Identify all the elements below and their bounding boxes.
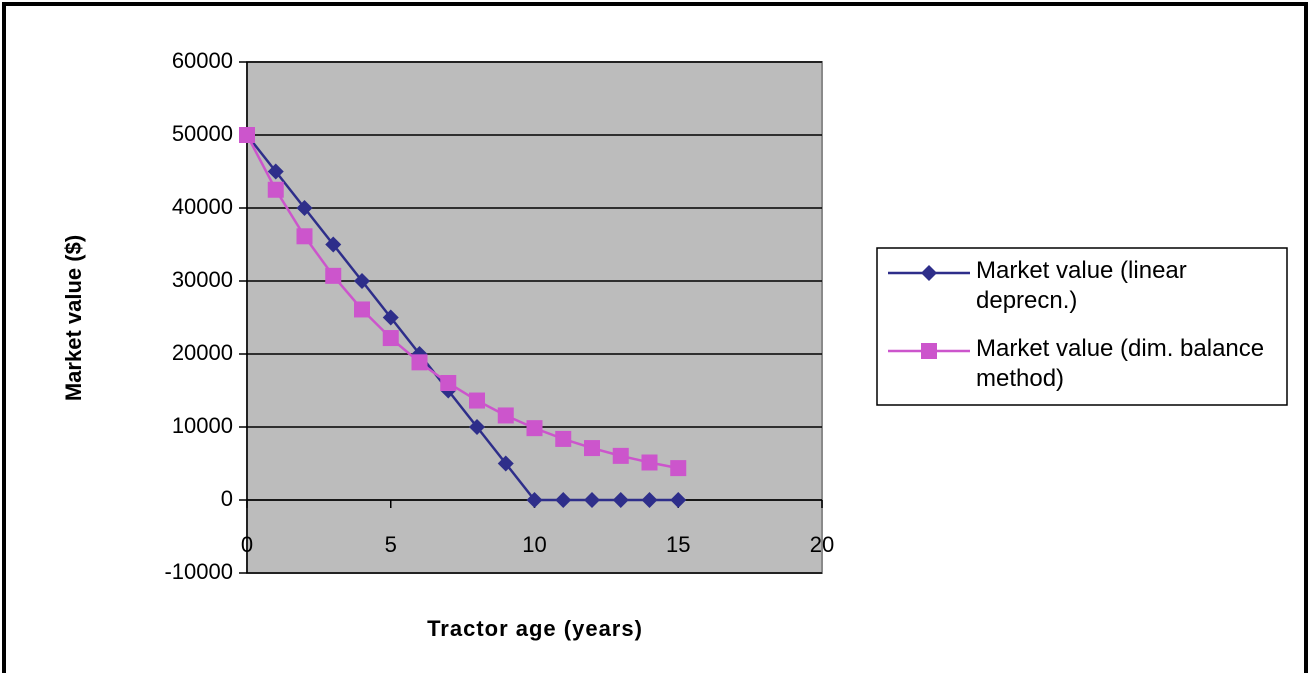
plot-area bbox=[246, 61, 823, 574]
legend-entry: Market value (dim. balance method) bbox=[976, 335, 1265, 392]
x-tick-label: 0 bbox=[241, 532, 253, 557]
x-tick-label: 5 bbox=[385, 532, 397, 557]
marker bbox=[612, 492, 629, 508]
legend-label: Market value (linear deprecn.) bbox=[976, 257, 1187, 314]
marker bbox=[267, 163, 284, 180]
marker bbox=[670, 492, 687, 508]
legend-entry: Market value (linear deprecn.) bbox=[976, 257, 1187, 314]
marker bbox=[296, 228, 313, 245]
x-tick-label: 20 bbox=[810, 532, 834, 557]
marker bbox=[555, 492, 572, 508]
marker bbox=[584, 492, 600, 508]
marker bbox=[612, 447, 629, 464]
series-line bbox=[246, 134, 679, 502]
x-tick-label: 15 bbox=[666, 532, 690, 557]
marker bbox=[267, 181, 284, 198]
y-tick-label: 10000 bbox=[172, 413, 233, 438]
marker bbox=[497, 455, 514, 472]
marker bbox=[325, 236, 342, 253]
series-line bbox=[245, 134, 679, 470]
y-tick-label: 20000 bbox=[172, 340, 233, 365]
y-tick-label: 60000 bbox=[172, 48, 233, 73]
marker bbox=[239, 127, 255, 143]
legend-marker bbox=[921, 343, 937, 359]
y-tick-label: 0 bbox=[221, 486, 233, 511]
y-tick-label: 30000 bbox=[172, 267, 233, 292]
marker bbox=[641, 492, 658, 508]
marker bbox=[354, 273, 370, 289]
marker bbox=[354, 301, 370, 318]
y-tick-label: -10000 bbox=[164, 559, 233, 584]
marker bbox=[526, 492, 543, 508]
marker bbox=[670, 460, 687, 477]
legend-marker bbox=[921, 265, 937, 281]
marker bbox=[382, 330, 399, 347]
x-axis-title: Tractor age (years) bbox=[427, 616, 643, 641]
marker bbox=[469, 392, 485, 409]
marker bbox=[497, 407, 514, 424]
marker bbox=[584, 440, 600, 457]
y-tick-label: 40000 bbox=[172, 194, 233, 219]
legend-label: Market value (dim. balance method) bbox=[976, 335, 1265, 392]
marker bbox=[440, 374, 457, 391]
marker bbox=[555, 430, 572, 447]
x-tick-label: 10 bbox=[522, 532, 546, 557]
marker bbox=[641, 454, 658, 471]
marker bbox=[325, 267, 342, 284]
y-tick-label: 50000 bbox=[172, 121, 233, 146]
y-axis-title: Market value ($) bbox=[61, 235, 86, 401]
marker bbox=[382, 309, 399, 326]
marker bbox=[411, 354, 428, 371]
marker bbox=[296, 200, 313, 216]
marker bbox=[469, 419, 485, 435]
marker bbox=[526, 420, 543, 437]
